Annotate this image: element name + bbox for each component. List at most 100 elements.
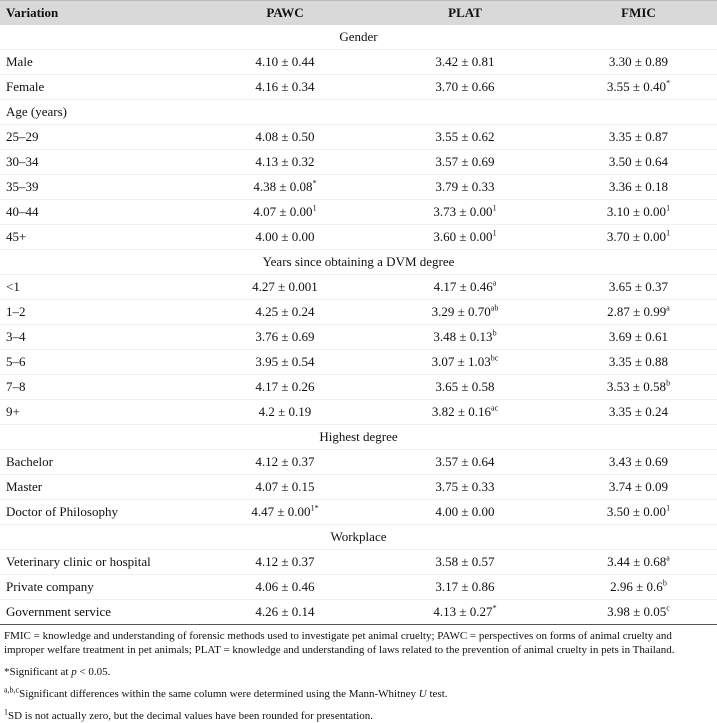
cell: 3.57 ± 0.69 bbox=[370, 149, 560, 175]
cell-value: 3.98 ± 0.05 bbox=[607, 604, 667, 619]
cell-superscript: 1* bbox=[310, 503, 319, 513]
cell-superscript: ac bbox=[491, 403, 499, 413]
footnote-text: 1 bbox=[4, 707, 8, 717]
cell: 3.58 ± 0.57 bbox=[370, 549, 560, 575]
cell: 4.47 ± 0.001* bbox=[200, 499, 370, 525]
cell-value: 3.79 ± 0.33 bbox=[435, 179, 495, 194]
cell: 3.60 ± 0.001 bbox=[370, 224, 560, 250]
cell-superscript: 1 bbox=[312, 203, 317, 213]
cell-superscript: a bbox=[666, 553, 670, 563]
data-row: 3–4 3.76 ± 0.69 3.48 ± 0.13b 3.69 ± 0.61 bbox=[0, 324, 717, 350]
cell-value: 4.16 ± 0.34 bbox=[255, 79, 315, 94]
data-row: 35–39 4.38 ± 0.08* 3.79 ± 0.33 3.36 ± 0.18 bbox=[0, 174, 717, 200]
cell: 3.44 ± 0.68a bbox=[560, 549, 717, 575]
cell-value: 3.55 ± 0.62 bbox=[435, 129, 495, 144]
footnote-text: U bbox=[418, 688, 427, 700]
cell-superscript: b bbox=[492, 328, 497, 338]
cell: 3.42 ± 0.81 bbox=[370, 49, 560, 75]
cell-value: 4.47 ± 0.00 bbox=[251, 504, 311, 519]
cell: 4.13 ± 0.32 bbox=[200, 149, 370, 175]
cell-value: 3.44 ± 0.68 bbox=[607, 554, 667, 569]
cell: 3.82 ± 0.16ac bbox=[370, 399, 560, 425]
cell-value: 4.00 ± 0.00 bbox=[255, 229, 315, 244]
cell-superscript: b bbox=[662, 578, 667, 588]
footnote: 1SD is not actually zero, but the decima… bbox=[4, 707, 713, 723]
table-body: Gender Male 4.10 ± 0.44 3.42 ± 0.81 3.30 ± 0… bbox=[0, 25, 717, 625]
cell-value: 4.38 ± 0.08 bbox=[253, 179, 313, 194]
cell-value: 3.30 ± 0.89 bbox=[608, 54, 669, 69]
cell: 3.74 ± 0.09 bbox=[560, 474, 717, 500]
data-row: 1–2 4.25 ± 0.24 3.29 ± 0.70ab 2.87 ± 0.99a bbox=[0, 299, 717, 325]
cell: 4.26 ± 0.14 bbox=[200, 599, 370, 625]
data-row: 40–44 4.07 ± 0.001 3.73 ± 0.001 3.10 ± 0.00… bbox=[0, 199, 717, 225]
row-label: 7–8 bbox=[0, 374, 200, 400]
cell: 4.00 ± 0.00 bbox=[200, 224, 370, 250]
footnote-text: SD is not actually zero, but the decimal… bbox=[8, 710, 374, 722]
cell-value: 4.07 ± 0.15 bbox=[255, 479, 315, 494]
cell: 4.27 ± 0.001 bbox=[200, 274, 370, 300]
cell: 3.10 ± 0.001 bbox=[560, 199, 717, 225]
cell-value: 3.70 ± 0.00 bbox=[606, 229, 667, 244]
section-title: Years since obtaining a DVM degree bbox=[0, 249, 717, 275]
row-label: 45+ bbox=[0, 224, 200, 250]
row-label: Bachelor bbox=[0, 449, 200, 475]
cell: 3.30 ± 0.89 bbox=[560, 49, 717, 75]
footnote-text: FMIC = knowledge and understanding of fo… bbox=[4, 630, 675, 656]
cell: 3.55 ± 0.62 bbox=[370, 124, 560, 150]
cell-value: 2.96 ± 0.6 bbox=[610, 579, 663, 594]
cell: 4.17 ± 0.46a bbox=[370, 274, 560, 300]
cell-superscript: 1 bbox=[666, 203, 671, 213]
cell: 3.65 ± 0.37 bbox=[560, 274, 717, 300]
data-row: 9+ 4.2 ± 0.19 3.82 ± 0.16ac 3.35 ± 0.24 bbox=[0, 399, 717, 425]
cell-superscript: 1 bbox=[492, 228, 497, 238]
cell-value: 4.25 ± 0.24 bbox=[255, 304, 315, 319]
cell-value: 4.12 ± 0.37 bbox=[255, 454, 315, 469]
cell: 3.73 ± 0.001 bbox=[370, 199, 560, 225]
row-label: Female bbox=[0, 74, 200, 100]
cell-superscript: 1 bbox=[666, 228, 671, 238]
cell: 4.16 ± 0.34 bbox=[200, 74, 370, 100]
cell: 3.95 ± 0.54 bbox=[200, 349, 370, 375]
data-row: Bachelor 4.12 ± 0.37 3.57 ± 0.64 3.43 ± 0.6… bbox=[0, 449, 717, 475]
cell-value: 3.74 ± 0.09 bbox=[608, 479, 669, 494]
cell-superscript: 1 bbox=[666, 503, 671, 513]
footnote-text: test. bbox=[426, 688, 448, 700]
cell-value: 3.82 ± 0.16 bbox=[431, 404, 492, 419]
results-table: Variation PAWC PLAT FMIC Gender Male 4.10 ± 0… bbox=[0, 0, 717, 625]
cell: 3.55 ± 0.40* bbox=[560, 74, 717, 100]
cell-value: 4.07 ± 0.00 bbox=[253, 204, 313, 219]
cell: 4.00 ± 0.00 bbox=[370, 499, 560, 525]
row-label: 3–4 bbox=[0, 324, 200, 350]
cell-value: 3.35 ± 0.24 bbox=[608, 404, 669, 419]
cell: 4.13 ± 0.27* bbox=[370, 599, 560, 625]
footnote-text: * bbox=[4, 666, 10, 678]
cell: 3.75 ± 0.33 bbox=[370, 474, 560, 500]
cell-superscript: * bbox=[312, 178, 317, 188]
footnote-text: p bbox=[71, 666, 77, 678]
section-row: Workplace bbox=[0, 524, 717, 550]
cell-superscript: * bbox=[492, 603, 497, 613]
cell: 4.12 ± 0.37 bbox=[200, 449, 370, 475]
cell-value: 4.13 ± 0.27 bbox=[433, 604, 493, 619]
column-header: PAWC bbox=[200, 0, 370, 25]
cell: 3.07 ± 1.03bc bbox=[370, 349, 560, 375]
cell: 4.08 ± 0.50 bbox=[200, 124, 370, 150]
cell-superscript: 1 bbox=[492, 203, 497, 213]
cell-value: 3.69 ± 0.61 bbox=[608, 329, 669, 344]
footnote-text: Significant differences within the same … bbox=[19, 688, 419, 700]
cell-value: 4.27 ± 0.001 bbox=[252, 279, 318, 294]
cell: 3.76 ± 0.69 bbox=[200, 324, 370, 350]
column-header: PLAT bbox=[370, 0, 560, 25]
footnote: a,b,cSignificant differences within the … bbox=[4, 686, 713, 701]
cell-value: 2.87 ± 0.99 bbox=[607, 304, 667, 319]
data-row: Private company 4.06 ± 0.46 3.17 ± 0.86 2.9… bbox=[0, 574, 717, 600]
header-row: Variation PAWC PLAT FMIC bbox=[0, 0, 717, 25]
row-label: Government service bbox=[0, 599, 200, 625]
cell-value: 3.75 ± 0.33 bbox=[435, 479, 495, 494]
cell-superscript: b bbox=[666, 378, 671, 388]
cell: 3.98 ± 0.05c bbox=[560, 599, 717, 625]
column-header: Variation bbox=[0, 0, 200, 25]
row-label: 1–2 bbox=[0, 299, 200, 325]
cell: 4.06 ± 0.46 bbox=[200, 574, 370, 600]
